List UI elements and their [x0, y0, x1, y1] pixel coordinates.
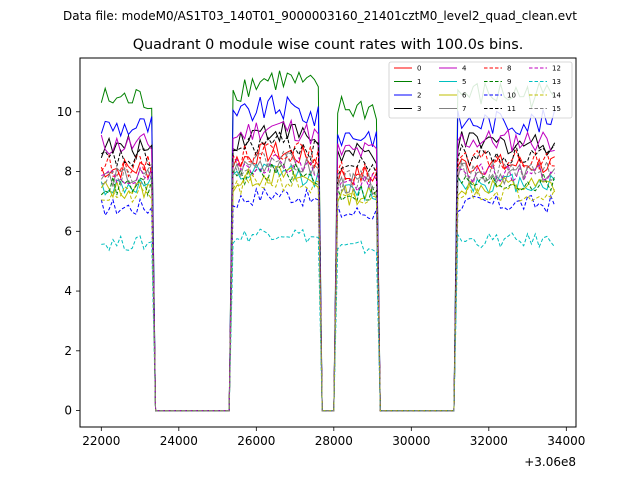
legend-label-7: 7: [462, 105, 466, 113]
x-tick-label: 30000: [392, 434, 430, 448]
y-tick-label: 6: [64, 224, 72, 238]
x-tick-label: 28000: [315, 434, 353, 448]
y-tick-label: 8: [64, 165, 72, 179]
series-line-15: [101, 150, 556, 412]
plot-area: [80, 58, 576, 427]
legend-label-2: 2: [417, 92, 421, 100]
legend-label-1: 1: [417, 78, 421, 86]
legend-label-9: 9: [507, 78, 511, 86]
plot-frame: [79, 57, 577, 428]
legend-box: [388, 61, 573, 119]
x-tick-label: 34000: [547, 434, 585, 448]
y-tick-label: 0: [64, 404, 72, 418]
legend-label-6: 6: [462, 92, 467, 100]
legend-label-5: 5: [462, 78, 466, 86]
x-tick-label: 22000: [82, 434, 120, 448]
chart-title: Quadrant 0 module wise count rates with …: [133, 37, 524, 53]
x-tick-label: 26000: [237, 434, 275, 448]
chart-suptitle: Data file: modeM0/AS1T03_140T01_90000031…: [63, 9, 577, 23]
legend-label-15: 15: [552, 105, 561, 113]
y-tick-label: 10: [57, 105, 72, 119]
legend-label-8: 8: [507, 65, 511, 73]
x-tick-label: 24000: [160, 434, 198, 448]
x-axis-offset-label: +3.06e8: [524, 455, 576, 469]
y-tick-label: 4: [64, 284, 72, 298]
y-tick-label: 2: [64, 344, 72, 358]
legend-label-10: 10: [507, 92, 516, 100]
legend-label-13: 13: [552, 78, 561, 86]
series-layer: [100, 70, 556, 412]
legend-label-14: 14: [552, 92, 561, 100]
series-line-12: [101, 153, 555, 412]
y-axis: 0 2 4 6 8 10: [57, 105, 80, 418]
x-tick-label: 32000: [470, 434, 508, 448]
legend-label-4: 4: [462, 65, 467, 73]
legend-label-12: 12: [552, 65, 561, 73]
x-axis: 22000 24000 26000 28000 30000 32000 34000: [82, 427, 585, 448]
legend-label-0: 0: [417, 65, 421, 73]
legend-label-11: 11: [507, 105, 516, 113]
legend-label-3: 3: [417, 105, 421, 113]
